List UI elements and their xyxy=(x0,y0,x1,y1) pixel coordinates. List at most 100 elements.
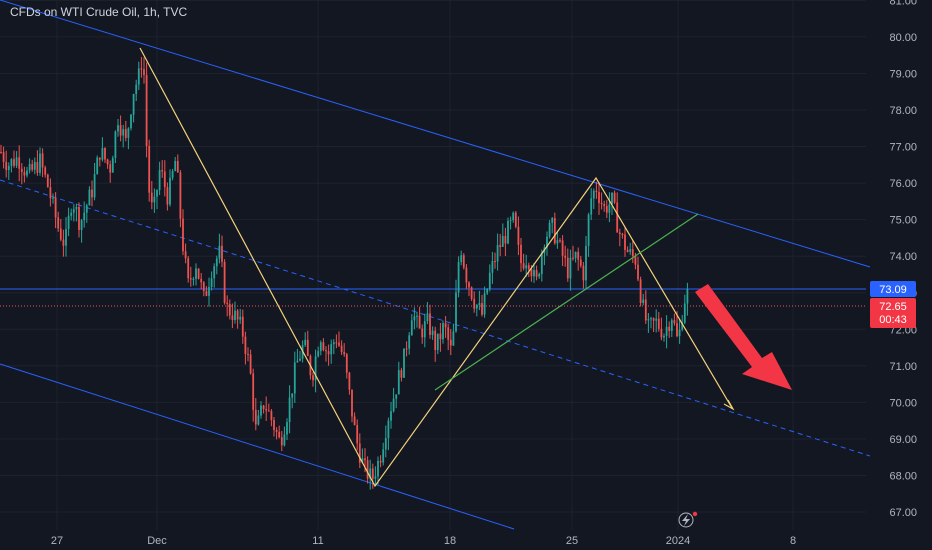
candle-body xyxy=(223,261,226,303)
candle-body xyxy=(410,320,413,336)
last-price-badge[interactable]: 72.65 00:43 xyxy=(870,298,916,328)
candle-body xyxy=(234,310,236,321)
candle-body xyxy=(171,171,174,178)
candle-body xyxy=(312,375,314,381)
candle-body xyxy=(299,358,301,361)
candle-body xyxy=(221,245,223,262)
level-badge-text: 73.09 xyxy=(879,284,907,296)
candle-body xyxy=(293,362,296,394)
candle-body xyxy=(551,218,554,223)
y-tick-label: 80.00 xyxy=(889,32,917,44)
candle-body xyxy=(88,189,91,206)
candle-body xyxy=(642,299,645,304)
candle-body xyxy=(72,209,75,213)
candle-body xyxy=(156,190,158,197)
candle-body xyxy=(624,234,626,250)
candle-body xyxy=(416,315,418,317)
candle-body xyxy=(356,425,359,444)
zigzag-line[interactable] xyxy=(139,47,733,488)
candle-body xyxy=(319,342,322,352)
last-price-text: 72.65 xyxy=(879,301,907,313)
candle-body xyxy=(215,258,218,267)
candle-body xyxy=(579,259,582,266)
candle-body xyxy=(247,353,249,355)
parallel-channel[interactable] xyxy=(0,0,871,530)
candle-body xyxy=(322,342,325,351)
candle-body xyxy=(202,282,205,292)
candle-body xyxy=(595,190,598,193)
candle-body xyxy=(533,270,535,277)
candle-body xyxy=(434,330,437,351)
candle-body xyxy=(462,255,465,268)
candle-body xyxy=(444,323,447,328)
candle-body xyxy=(577,251,580,260)
channel-lower-line[interactable] xyxy=(0,363,515,530)
candle-body xyxy=(0,152,2,154)
candle-body xyxy=(483,293,486,315)
candle-body xyxy=(514,212,517,227)
candle-body xyxy=(101,147,104,160)
candle-body xyxy=(574,251,577,259)
candle-body xyxy=(213,266,216,279)
candle-body xyxy=(226,302,229,304)
candle-body xyxy=(257,415,260,425)
candle-body xyxy=(488,272,491,289)
time-axis[interactable]: 27 Dec 11 18 25 2024 8 xyxy=(51,535,796,547)
candle-body xyxy=(358,443,361,463)
lightning-icon[interactable] xyxy=(678,511,698,528)
channel-middle-line[interactable] xyxy=(0,179,871,457)
candles xyxy=(0,56,689,490)
x-tick-label: 8 xyxy=(790,535,796,547)
candle-body xyxy=(655,318,658,321)
candle-body xyxy=(366,460,369,479)
candle-body xyxy=(590,198,593,215)
candle-body xyxy=(241,316,244,337)
candle-body xyxy=(436,333,439,351)
candle-body xyxy=(127,128,130,138)
candle-body xyxy=(18,157,21,169)
candle-body xyxy=(364,458,366,461)
candle-body xyxy=(379,460,382,463)
candle-body xyxy=(239,316,242,320)
candle-body xyxy=(130,114,132,129)
candle-body xyxy=(332,342,335,345)
candle-body xyxy=(5,161,8,171)
candle-body xyxy=(616,202,619,233)
candle-body xyxy=(236,310,239,320)
candle-body xyxy=(634,256,637,265)
x-tick-label: 18 xyxy=(444,535,456,547)
candle-body xyxy=(631,249,634,257)
candle-body xyxy=(400,370,403,378)
candle-body xyxy=(369,468,372,479)
candle-body xyxy=(306,339,309,356)
candle-body xyxy=(449,339,452,346)
candle-body xyxy=(36,162,39,173)
candle-body xyxy=(83,212,86,221)
candle-body xyxy=(403,348,405,378)
candle-body xyxy=(413,316,416,321)
price-axis[interactable]: 67.0068.0069.0070.0071.0072.0073.0074.00… xyxy=(889,0,917,519)
candle-body xyxy=(491,260,494,273)
candle-body xyxy=(106,159,109,165)
candle-body xyxy=(340,345,343,353)
channel-upper-line[interactable] xyxy=(0,0,871,268)
down-arrow-icon[interactable] xyxy=(695,284,792,390)
candle-body xyxy=(161,170,164,172)
trendline[interactable] xyxy=(434,213,699,391)
y-tick-label: 75.00 xyxy=(889,215,917,227)
candle-body xyxy=(384,438,387,450)
candle-body xyxy=(566,257,569,279)
level-badge[interactable]: 73.09 xyxy=(870,281,916,297)
candle-body xyxy=(109,164,112,173)
candle-body xyxy=(2,152,5,162)
y-tick-label: 79.00 xyxy=(889,68,917,80)
y-tick-label: 78.00 xyxy=(889,105,917,117)
candle-body xyxy=(668,326,671,331)
candle-body xyxy=(426,313,429,322)
chart-grid xyxy=(0,0,866,530)
candle-body xyxy=(423,321,426,338)
candle-body xyxy=(65,229,67,246)
candle-body xyxy=(59,228,62,240)
candle-body xyxy=(169,177,171,205)
